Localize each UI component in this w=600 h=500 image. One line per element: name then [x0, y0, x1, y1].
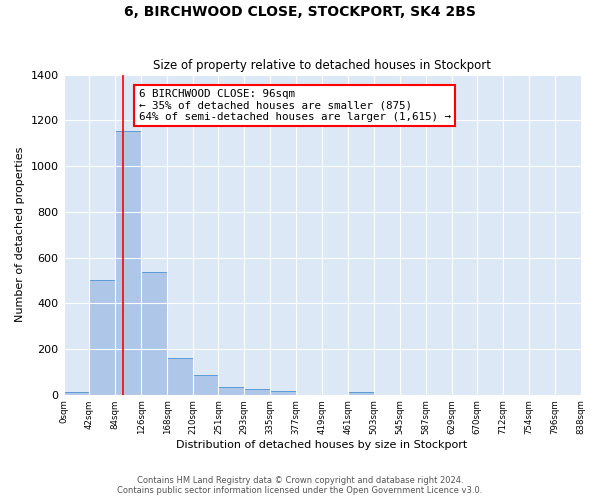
Bar: [89, 280, 115, 394]
Bar: [270, 392, 296, 394]
Text: 6, BIRCHWOOD CLOSE, STOCKPORT, SK4 2BS: 6, BIRCHWOOD CLOSE, STOCKPORT, SK4 2BS: [124, 5, 476, 19]
Title: Size of property relative to detached houses in Stockport: Size of property relative to detached ho…: [153, 59, 491, 72]
Bar: [167, 358, 193, 395]
Bar: [348, 392, 374, 394]
Bar: [115, 130, 141, 394]
Bar: [244, 389, 270, 394]
Y-axis label: Number of detached properties: Number of detached properties: [15, 147, 25, 322]
Bar: [193, 376, 218, 394]
Text: Contains HM Land Registry data © Crown copyright and database right 2024.
Contai: Contains HM Land Registry data © Crown c…: [118, 476, 482, 495]
Bar: [141, 272, 167, 394]
Bar: [218, 386, 244, 394]
Text: 6 BIRCHWOOD CLOSE: 96sqm
← 35% of detached houses are smaller (875)
64% of semi-: 6 BIRCHWOOD CLOSE: 96sqm ← 35% of detach…: [139, 89, 451, 122]
Bar: [64, 392, 89, 394]
X-axis label: Distribution of detached houses by size in Stockport: Distribution of detached houses by size …: [176, 440, 467, 450]
